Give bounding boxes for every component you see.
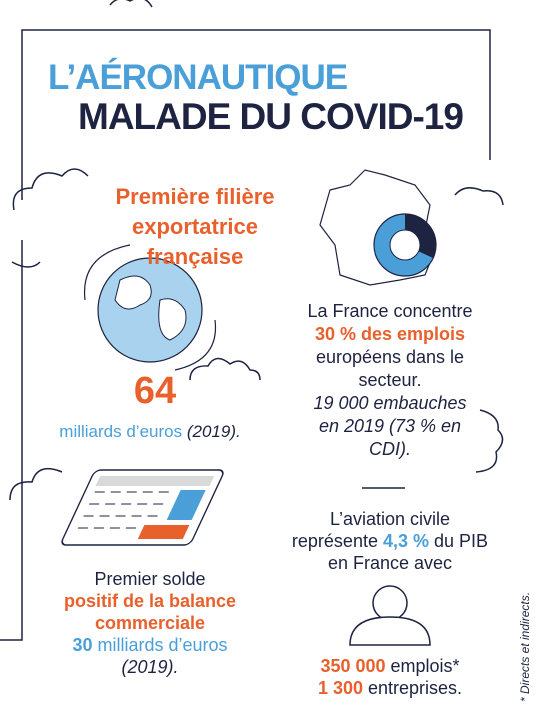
cloud (12, 168, 89, 211)
calculator-screen (95, 476, 215, 486)
aviation-figures: 350 000 emplois* 1 300 entreprises. (290, 655, 490, 699)
cloud (11, 261, 41, 268)
label: entreprises. (368, 678, 463, 698)
text: 19 000 embauches en 2019 (73 % en CDI). (313, 393, 467, 459)
footnote: * Directs et indirects. (518, 591, 532, 702)
text: L’aviation civile représente (291, 509, 451, 551)
cloud (189, 357, 261, 381)
share: 4,3 % (382, 531, 430, 551)
frame (0, 240, 23, 641)
person-head (372, 585, 408, 621)
calculator (61, 469, 224, 546)
cloud (475, 409, 504, 473)
unit: milliards d’euros (97, 635, 228, 655)
highlight: positif de la balance commerciale (63, 591, 237, 633)
person-body (349, 616, 431, 646)
number: 350 000 (320, 656, 386, 676)
label: emplois* (390, 656, 460, 676)
highlight: 30 % des emplois (314, 324, 466, 344)
key (166, 490, 206, 520)
text: La France concentre (307, 301, 473, 321)
cloud (9, 467, 63, 501)
year: (2019). (121, 657, 179, 677)
donut-hole (389, 229, 421, 261)
aviation-text: L’aviation civile représente 4,3 % du PI… (290, 508, 490, 574)
unit: milliards d’euros (59, 422, 183, 441)
cloud (109, 0, 153, 8)
jobs-text: La France concentre 30 % des emplois eur… (285, 300, 495, 461)
frame (21, 29, 491, 200)
amount: 30 (72, 635, 93, 655)
export-unit: milliards d’euros (2019). (30, 422, 270, 442)
number: 1 300 (317, 678, 363, 698)
text: du PIB en France avec (327, 531, 489, 573)
arrows (83, 244, 217, 371)
continents (114, 275, 187, 341)
keys (77, 491, 175, 529)
export-amount: 64 (133, 370, 177, 412)
text: européens dans le secteur. (315, 347, 465, 390)
title-line1: L’AÉRONAUTIQUE (48, 58, 348, 97)
key (137, 525, 190, 539)
export-title: Première filière exportatrice française (115, 184, 275, 269)
text: Premier solde (94, 569, 206, 589)
title-line2: MALADE DU COVID-19 (78, 96, 464, 137)
cloud (454, 187, 504, 206)
globe (97, 257, 203, 363)
year: (2019). (186, 422, 241, 441)
trade-text: Premier solde positif de la balance comm… (40, 568, 260, 678)
